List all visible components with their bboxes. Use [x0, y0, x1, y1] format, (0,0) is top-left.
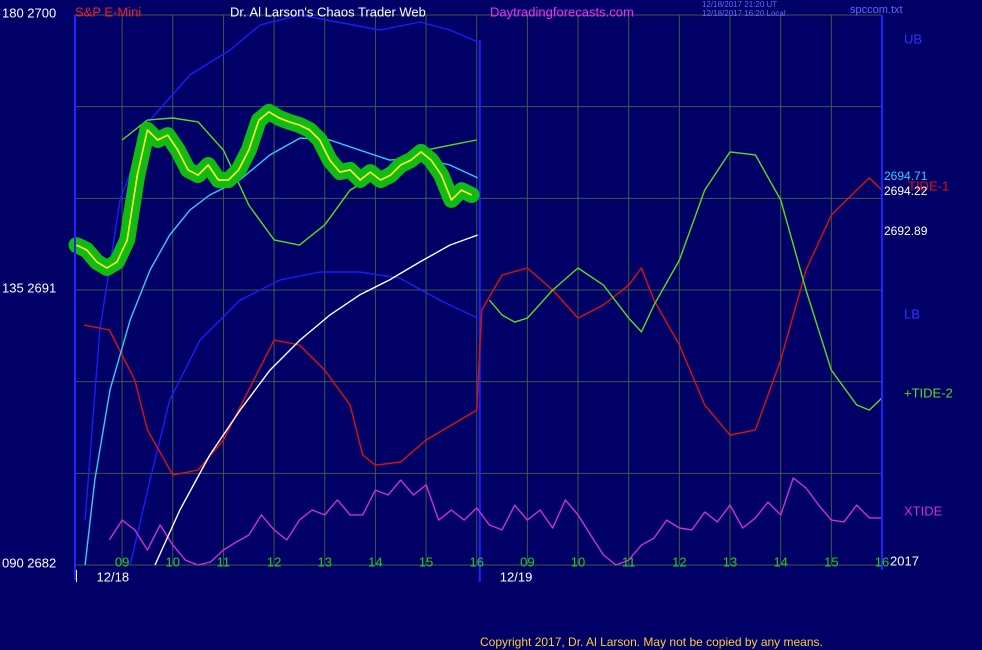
series-label: +TIDE-2 — [904, 385, 953, 400]
series-line — [154, 234, 478, 566]
series-label: UB — [904, 31, 922, 46]
x-tick-label: 09 — [520, 554, 534, 569]
chart-title: Dr. Al Larson's Chaos Trader Web — [230, 4, 426, 19]
chart-subtitle: S&P E-Mini — [75, 4, 141, 19]
y-tick-label: 090 2682 — [2, 555, 56, 570]
year-label: 2017 — [890, 553, 919, 568]
copyright: Copyright 2017, Dr. Al Larson. May not b… — [480, 635, 823, 649]
site-name: Daytradingforecasts.com — [490, 4, 634, 19]
series-line — [76, 111, 473, 269]
series-line — [129, 271, 478, 566]
x-tick-label: 16 — [875, 554, 889, 569]
x-tick-label: 16 — [469, 554, 483, 569]
x-tick-label: 14 — [368, 554, 382, 569]
end-label: 2694.22 — [884, 184, 928, 198]
series-line — [83, 177, 883, 476]
x-tick-label: 10 — [571, 554, 585, 569]
x-tick-label: 14 — [773, 554, 787, 569]
date-label: 12/18 — [97, 569, 130, 584]
x-tick-label: 13 — [723, 554, 737, 569]
x-tick-label: 12 — [672, 554, 686, 569]
x-tick-label: 13 — [318, 554, 332, 569]
series-layer — [68, 14, 883, 566]
series-label: TIDE-1 — [908, 178, 949, 193]
x-tick-label: 15 — [419, 554, 433, 569]
date-label: 12/19 — [500, 569, 533, 584]
series-line — [84, 14, 478, 521]
x-tick-label: 15 — [824, 554, 838, 569]
timestamp: 12/18/2017 16:20 Local — [702, 9, 786, 18]
series-line — [108, 477, 882, 566]
x-tick-label: 11 — [622, 554, 636, 569]
series-label: XTIDE — [904, 503, 943, 518]
end-label: 2692.89 — [884, 224, 928, 238]
x-tick-label: 11 — [217, 554, 231, 569]
x-tick-label: 12 — [267, 554, 281, 569]
file-name: spccom.txt — [850, 4, 903, 16]
end-label: 2694.71 — [884, 169, 928, 183]
x-tick-label: 10 — [166, 554, 180, 569]
timestamp: 12/18/2017 21:20 UT — [702, 0, 777, 9]
labels: 180 2700 135 2691 090 2682 09 10 11 12 13 14 15 16… — [2, 5, 953, 584]
y-tick-label: 135 2691 — [2, 280, 56, 295]
series-label: LB — [904, 306, 920, 321]
x-tick-label: 09 — [115, 554, 129, 569]
y-tick-label: 180 2700 — [2, 5, 56, 20]
